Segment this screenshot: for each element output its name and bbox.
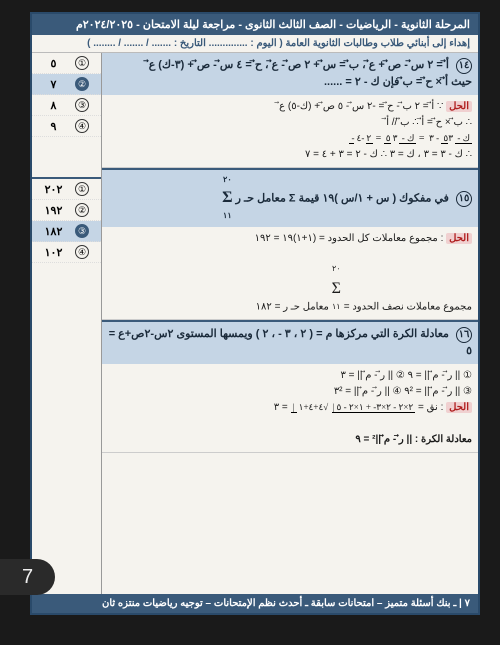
q15-head-text: في مفكوك ( س + ١/س )١٩ قيمة Σ معامل حـ ر: [236, 192, 449, 204]
q15-sol1: مجموع معاملات كل الحدود = (١+١)١٩ = ١٩٢: [255, 233, 438, 244]
q14-opt3-val: ٨: [38, 99, 69, 112]
q14-head-line2: أ⃗ = ٢ س⃗ - ص⃗ + ع⃗ ، ب⃗ = س⃗ + ٢ ص⃗ - ع…: [149, 59, 449, 71]
q15-opt3-val: ١٨٢: [38, 225, 69, 238]
q14-sol1: ∵ أ⃗ = ٢ ب⃗ - ح⃗ = -٢ س⃗ - ٥ ص⃗ + (ك-٥) …: [279, 101, 443, 112]
q14-head: ١٤ أ⃗ = ٢ س⃗ - ص⃗ + ع⃗ ، ب⃗ = س⃗ + ٢ ص⃗ …: [102, 53, 478, 95]
main-column: ١٤ أ⃗ = ٢ س⃗ - ص⃗ + ع⃗ ، ب⃗ = س⃗ + ٢ ص⃗ …: [102, 53, 478, 594]
q15-opt-4: ١٠٢ ④: [32, 242, 101, 263]
q16-solution-label: الحل: [446, 402, 472, 413]
q16-frac-d: √٤+٤+١: [297, 402, 331, 412]
question-15: ١٥ في مفكوك ( س + ١/س )١٩ قيمة Σ معامل ح…: [102, 168, 478, 321]
q14-opt2-val: ٧: [38, 78, 69, 91]
q15-opt-2: ١٩٢ ②: [32, 200, 101, 221]
q16-choices-1: ① || ر⃗ - م⃗ || = ٩ ② || ر⃗ - م⃗ || = ٣: [340, 370, 472, 381]
content-area: ١٤ أ⃗ = ٢ س⃗ - ص⃗ + ع⃗ ، ب⃗ = س⃗ + ٢ ص⃗ …: [32, 53, 478, 594]
q14-opt1-sym: ①: [75, 56, 89, 70]
q14-opt-3: ٨ ③: [32, 95, 101, 116]
q15-opt-1: ٢٠٢ ①: [32, 179, 101, 200]
page-footer: ٧ | ـ بنك أسئلة متميز – امتحانات سابقة ـ…: [32, 594, 478, 613]
q16-number: ١٦: [456, 327, 472, 343]
q16-sol1-pre: نق =: [415, 402, 438, 413]
q15-options: ٢٠٢ ① ١٩٢ ② ١٨٢ ③ ١٠٢ ④: [32, 179, 101, 263]
q15-solution-label: الحل: [446, 233, 472, 244]
q16-head-text: معادلة الكرة التي مركزها م = ( ٢ ، ٣ - ،…: [109, 328, 472, 357]
q14-solution-label: الحل: [446, 101, 472, 112]
q16-choices-2: ③ || ر⃗ - م⃗ || = ٩² ④ || ر⃗ - م⃗ || = ٣…: [334, 386, 472, 397]
q14-options: ٥ ① ٧ ② ٨ ③ ٩ ④: [32, 53, 101, 137]
q15-sol2-pre: مجموع معاملات نصف الحدود =: [341, 301, 472, 312]
q14-opt2-sym: ②: [75, 77, 89, 91]
q14-sol4: ∴ ك - ٣ = ٣ ، ك = ٣ ∴ ك - ٢ = ٣ + ٤ = ٧: [305, 149, 472, 160]
page-number-badge: 7: [0, 559, 55, 595]
q14-sol2: ∴ ب⃗ × ح⃗ = أ⃗ ∴ ب⃗ // أ⃗: [386, 117, 472, 128]
answer-sidebar: ٥ ① ٧ ② ٨ ③ ٩ ④ ٢٠٢: [32, 53, 102, 594]
q15-opt3-sym: ③: [75, 224, 89, 238]
q15-opt4-val: ١٠٢: [38, 246, 69, 259]
q15-opt-3: ١٨٢ ③: [32, 221, 101, 242]
page-subheader: إهداء إلى أبنائي طلاب وطالبات الثانوية ا…: [32, 35, 478, 53]
q16-body: ① || ر⃗ - م⃗ || = ٩ ② || ر⃗ - م⃗ || = ٣ …: [102, 364, 478, 452]
q14-opt-4: ٩ ④: [32, 116, 101, 137]
q14-opt3-sym: ③: [75, 98, 89, 112]
q14-head-line1: حيث أ⃗ × ح⃗ = ب⃗ فإن ك - ٢ = ......: [324, 76, 472, 88]
q14-opt-2: ٧ ②: [32, 74, 101, 95]
q14-frac-a-d: -٤: [354, 133, 366, 143]
q16-sol1-post: = ٣: [274, 402, 288, 413]
q15-opt1-val: ٢٠٢: [38, 183, 69, 196]
q14-frac-b-n: ك - ٥: [384, 133, 417, 144]
q15-sigma2-top: ٢٠: [332, 264, 341, 273]
q16-head: ١٦ معادلة الكرة التي مركزها م = ( ٢ ، ٣ …: [102, 322, 478, 364]
q14-opt1-val: ٥: [38, 57, 69, 70]
q16-final: معادلة الكرة : || ر⃗ - م⃗ ||² = ٩: [355, 434, 472, 445]
q15-opt2-sym: ②: [75, 203, 89, 217]
q14-frac-c-n: ك - ٥: [441, 133, 472, 144]
page-header: المرحلة الثانوية - الرياضيات - الصف الثا…: [32, 14, 478, 35]
q14-opt4-sym: ④: [75, 119, 89, 133]
q14-body: الحل ∵ أ⃗ = ٢ ب⃗ - ح⃗ = -٢ س⃗ - ٥ ص⃗ + (…: [102, 95, 478, 167]
q15-number: ١٥: [456, 191, 472, 207]
q15-opt4-sym: ④: [75, 245, 89, 259]
q15-opt1-sym: ①: [75, 182, 89, 196]
q14-opt-1: ٥ ①: [32, 53, 101, 74]
q15-body: الحل : مجموع معاملات كل الحدود = (١+١)١٩…: [102, 227, 478, 319]
q15-sigma-bottom: ١١: [223, 211, 232, 220]
q15-sigma2-bottom: ١١: [332, 302, 341, 311]
question-14: ١٤ أ⃗ = ٢ س⃗ - ص⃗ + ع⃗ ، ب⃗ = س⃗ + ٢ ص⃗ …: [102, 53, 478, 168]
q15-opt2-val: ١٩٢: [38, 204, 69, 217]
question-16: ١٦ معادلة الكرة التي مركزها م = ( ٢ ، ٣ …: [102, 320, 478, 453]
q14-opt4-val: ٩: [38, 120, 69, 133]
q14-number: ١٤: [456, 58, 472, 74]
q15-sigma-top: ٢٠: [223, 175, 232, 184]
q15-sol2-post: معامل حـ ر = ١٨٢: [256, 301, 329, 312]
q15-head: ١٥ في مفكوك ( س + ١/س )١٩ قيمة Σ معامل ح…: [102, 170, 478, 228]
